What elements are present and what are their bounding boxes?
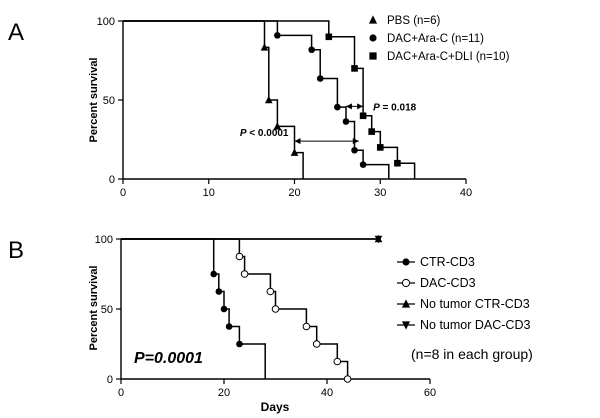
panel-b-x-tick-label: 60 [424, 387, 436, 399]
panel-b-x-axis-label: Days [261, 400, 290, 414]
panel-a-x-tick-label: 10 [203, 187, 215, 199]
panel-b-legend-marker-3 [401, 321, 411, 330]
panel-a-series-1-point [274, 32, 281, 39]
panel-b-legend-label-1: DAC-CD3 [420, 276, 476, 290]
panel-a-x-tick-label: 40 [460, 187, 472, 199]
panel-a-y-tick-label: 50 [103, 95, 115, 107]
panel-b-series-3 [121, 235, 383, 244]
panel-b: B Percent survival Days 0 20 40 60 0 50 100 CT… [8, 234, 533, 414]
panel-a-series-1-point [316, 75, 324, 82]
panel-a-series-0-point [290, 148, 299, 156]
panel-b-legend-marker-2 [401, 299, 411, 308]
panel-a-series-1 [123, 20, 390, 179]
panel-a-label: A [8, 19, 24, 46]
panel-b-y-tick-label: 50 [101, 304, 113, 316]
panel-b-series-1 [121, 238, 352, 383]
panel-b-series-1-point [312, 340, 321, 348]
panel-a-series [123, 20, 416, 179]
panel-a-legend-marker-1 [369, 34, 377, 42]
panel-b-series-1-point [343, 375, 352, 383]
panel-a-legend-label-1: DAC+Ara-C (n=11) [387, 33, 484, 45]
panel-b-annotations: P=0.0001 (n=8 in each group) [134, 346, 533, 367]
panel-b-legend-label-2: No tumor CTR-CD3 [420, 297, 530, 311]
panel-a-annotation-0-text: P = 0.018 [373, 102, 417, 113]
panel-a-x-tick-label: 0 [120, 187, 126, 199]
panel-b-series-1-point [271, 305, 280, 313]
panel-b-series-1-point [240, 270, 249, 278]
panel-b-series [121, 234, 383, 383]
panel-a-annotation-0-arrowhead-right [357, 103, 364, 110]
panel-b-series-1-point [266, 287, 275, 296]
panel-a-series-1-point [342, 118, 350, 125]
panel-a-y-tick-label: 100 [97, 16, 115, 28]
panel-a-y-tick-label: 0 [109, 174, 115, 186]
panel-b-group-size-note: (n=8 in each group) [411, 346, 533, 362]
panel-b-x-tick-label: 40 [321, 387, 333, 399]
panel-a-series-1-point [308, 46, 315, 54]
panel-a: A Percent survival 0 10 20 30 40 0 50 100 PBS (… [8, 15, 510, 199]
panel-a-series-0 [123, 20, 304, 179]
panel-a-series-0-point [260, 43, 269, 51]
panel-b-series-0-point [236, 340, 243, 348]
panel-a-annotations: P = 0.018 P < 0.0001 [240, 102, 417, 145]
panel-a-series-1-point [351, 146, 358, 154]
panel-b-series-0-point [215, 288, 223, 295]
panel-b-y-tick-label: 100 [95, 234, 113, 246]
panel-a-legend-label-2: DAC+Ara-C+DLI (n=10) [387, 51, 510, 63]
panel-b-legend-label-3: No tumor DAC-CD3 [420, 318, 530, 332]
panel-a-series-2-point [351, 65, 358, 72]
panel-a-annotation-0-arrowhead-left [345, 103, 352, 110]
panel-b-series-0-point [210, 270, 217, 278]
panel-b-series-0 [121, 238, 266, 379]
panel-a-series-1-line [123, 20, 390, 179]
panel-b-legend-label-0: CTR-CD3 [420, 255, 475, 269]
panel-a-x-tick-label: 30 [374, 187, 386, 199]
panel-b-series-1-point [333, 357, 342, 366]
panel-b-x-tick-label: 20 [218, 387, 230, 399]
panel-b-series-1-point [302, 322, 311, 331]
panel-a-axes: 0 10 20 30 40 0 50 100 [97, 16, 472, 199]
panel-b-axes: 0 20 40 60 0 50 100 [95, 234, 436, 399]
panel-b-y-tick-label: 0 [107, 374, 113, 386]
panel-b-series-0-point [220, 305, 228, 313]
panel-a-legend-marker-2 [369, 52, 377, 60]
panel-a-x-tick-label: 20 [288, 187, 300, 199]
panel-a-series-1-point [359, 161, 367, 168]
panel-b-legend-marker-1 [401, 278, 411, 288]
panel-a-legend-marker-0 [368, 15, 378, 24]
panel-a-annotation-1-arrowhead-left [294, 138, 301, 145]
panel-a-series-2-point [368, 128, 375, 135]
panel-b-label: B [8, 237, 24, 264]
panel-a-series-0-point [273, 122, 282, 130]
panel-a-series-1-point [334, 103, 341, 111]
panel-b-series-0-point [225, 323, 233, 330]
panel-a-series-0-line [123, 20, 304, 179]
panel-a-series-2-point [376, 144, 384, 151]
panel-a-y-axis-label: Percent survival [88, 58, 100, 143]
panel-b-x-tick-label: 0 [118, 387, 124, 399]
panel-b-legend-marker-0 [402, 258, 410, 266]
panel-a-series-2-line [123, 20, 416, 179]
panel-b-series-1-point [235, 252, 244, 261]
panel-a-series-2 [123, 20, 416, 179]
panel-a-legend: PBS (n=6) DAC+Ara-C (n=11) DAC+Ara-C+DLI (… [368, 15, 510, 63]
panel-b-series-3-point [374, 235, 383, 244]
panel-a-annotation-1-arrowhead-right [352, 138, 359, 145]
panel-b-legend: CTR-CD3 DAC-CD3 No tumor CTR-CD3 No tumor D… [397, 255, 530, 332]
panel-a-legend-label-0: PBS (n=6) [387, 15, 441, 27]
panel-a-annotation-1-text: P < 0.0001 [240, 128, 289, 139]
panel-b-p-value: P=0.0001 [134, 350, 203, 367]
panel-a-series-2-point [325, 33, 333, 41]
panel-a-series-0-point [264, 95, 273, 104]
panel-a-series-2-point [394, 159, 401, 167]
panel-a-series-2-point [359, 112, 367, 120]
panel-b-y-axis-label: Percent survival [88, 266, 100, 351]
